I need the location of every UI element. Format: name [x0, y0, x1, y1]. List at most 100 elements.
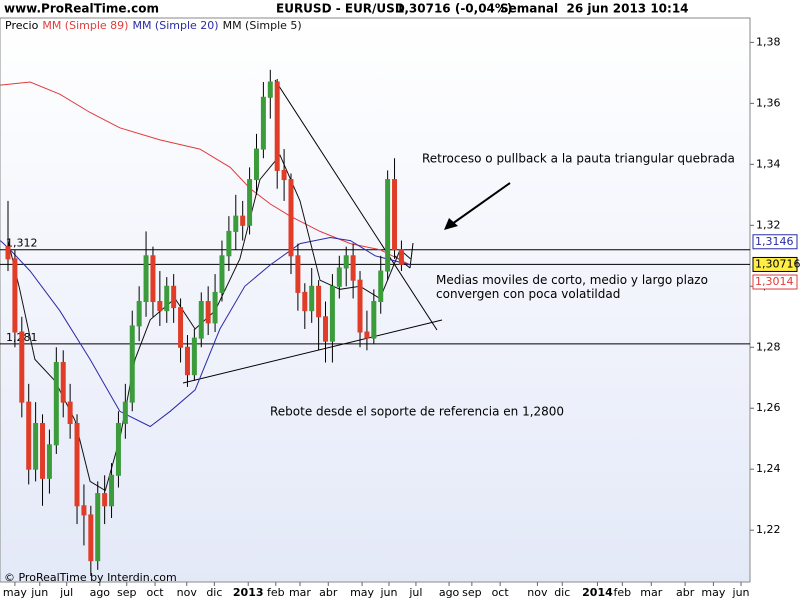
candle-body — [122, 401, 128, 424]
candle-body — [184, 346, 190, 376]
candle-body — [95, 493, 101, 562]
candle-body — [136, 301, 142, 327]
x-tick-label: jun — [732, 586, 750, 599]
legend-entry: MM (Simple 89) — [42, 19, 128, 32]
x-tick-label: nov — [177, 586, 198, 599]
x-tick-label: feb — [613, 586, 631, 599]
x-tick-label: ago — [90, 586, 111, 599]
y-tick-label: 1,36 — [756, 96, 781, 109]
candle-body — [191, 337, 197, 376]
x-tick-label: ago — [439, 586, 460, 599]
candle-body — [302, 291, 308, 312]
candle-body — [205, 301, 211, 324]
candle-body — [336, 267, 342, 287]
candle-body — [260, 96, 266, 150]
price: 1,30716 (-0,04%) — [396, 2, 512, 16]
candle-body — [240, 215, 246, 226]
price-box — [752, 234, 798, 250]
candle-body — [274, 81, 280, 171]
candle-body — [233, 215, 239, 232]
candle-body — [226, 230, 232, 257]
candle-body — [12, 258, 18, 333]
candle-body — [81, 505, 87, 516]
candle-body — [19, 331, 25, 403]
resistance-trend — [274, 79, 438, 331]
candle-body — [219, 255, 225, 293]
y-tick-label: 1,34 — [756, 157, 781, 170]
y-tick-label: 1,28 — [756, 340, 781, 353]
x-tick-label: nov — [527, 586, 548, 599]
y-tick-label: 1,26 — [756, 401, 781, 414]
candle-body — [60, 361, 66, 403]
legend: Precio MM (Simple 89) MM (Simple 20) MM (Si… — [5, 19, 302, 32]
site: www.ProRealTime.com — [4, 2, 159, 16]
x-tick-label: oct — [146, 586, 164, 599]
candle-body — [115, 422, 121, 476]
annotation: Medias moviles de corto, medio y largo p… — [436, 273, 708, 301]
candle-body — [357, 279, 363, 333]
candle-body — [281, 169, 287, 181]
candle-body — [364, 331, 370, 339]
subtitle: Semanal 26 jun 2013 10:14 — [500, 2, 689, 16]
candle-body — [74, 422, 80, 507]
ma-line — [0, 236, 411, 428]
x-tick-label: dic — [206, 586, 222, 599]
x-tick-label: feb — [267, 586, 285, 599]
candle-body — [164, 285, 170, 312]
price-box — [752, 256, 798, 272]
y-tick-label: 1,32 — [756, 218, 781, 231]
footer: © ProRealTime by Interdin.com — [4, 571, 177, 584]
x-tick-label: jun — [30, 586, 48, 599]
candle-body — [295, 255, 301, 293]
candle-body — [5, 246, 11, 260]
x-tick-label: jul — [408, 586, 422, 599]
candle-body — [398, 249, 404, 265]
x-tick-label: oct — [492, 586, 510, 599]
candle-body — [392, 179, 398, 251]
candle-body — [343, 255, 349, 269]
arrow-head — [444, 218, 458, 230]
x-tick-label: abr — [676, 586, 695, 599]
candle-body — [212, 291, 218, 324]
x-tick-label: dic — [554, 586, 570, 599]
candle-body — [46, 444, 52, 479]
arrow-shaft — [451, 182, 511, 225]
candle-body — [40, 422, 46, 479]
candle-body — [88, 514, 94, 562]
candle-body — [253, 148, 259, 181]
x-tick-label: may — [350, 586, 374, 599]
candle-body — [385, 179, 391, 272]
candle-body — [198, 301, 204, 339]
x-tick-label: mar — [640, 586, 662, 599]
price-box-label: 1,3146 — [755, 235, 794, 248]
legend-label: Precio — [5, 19, 39, 32]
support-trend — [182, 319, 443, 384]
header-bg — [0, 0, 800, 18]
price-box-label: 1,3014 — [755, 275, 794, 288]
annotation: Rebote desde el soporte de referencia en… — [270, 405, 564, 419]
x-tick-label: sep — [462, 586, 481, 599]
x-tick-label: jun — [380, 586, 398, 599]
title: EURUSD - EUR/USD — [276, 2, 405, 16]
candle-body — [378, 270, 384, 303]
candle-body — [267, 81, 273, 98]
plot-area — [0, 17, 751, 583]
x-tick-label: jul — [59, 586, 73, 599]
price-box-label: 1,30716 — [755, 257, 800, 270]
candle-body — [371, 301, 377, 339]
trend-lines — [182, 79, 511, 384]
candle-body — [102, 493, 108, 507]
x-tick-label: may — [3, 586, 27, 599]
candle-body — [316, 285, 322, 318]
x-tick-label: 2014 — [582, 586, 613, 599]
y-tick-label: 1,38 — [756, 35, 781, 48]
candle-body — [350, 255, 356, 281]
legend-entry: MM (Simple 5) — [223, 19, 302, 32]
candle-body — [67, 401, 73, 424]
annotation: Retroceso o pullback a la pauta triangul… — [422, 152, 735, 166]
candle-body — [171, 285, 177, 309]
candle-body — [329, 285, 335, 342]
